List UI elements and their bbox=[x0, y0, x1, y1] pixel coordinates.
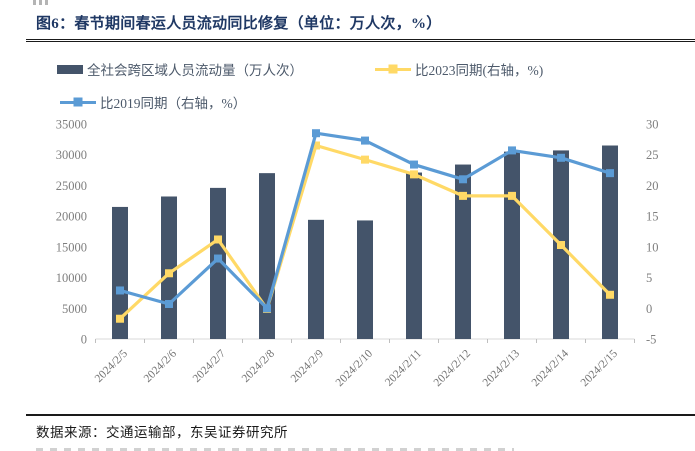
marker-icon bbox=[361, 155, 369, 164]
title-divider-line bbox=[26, 39, 695, 42]
legend-label: 全社会跨区域人员流动量（万人次） bbox=[87, 63, 303, 78]
right-axis-tick: 0 bbox=[646, 302, 652, 316]
bar-2024/2/11 bbox=[406, 172, 422, 339]
right-axis-tick: -5 bbox=[646, 333, 656, 347]
bar-series-swatch bbox=[57, 64, 83, 74]
marker-icon bbox=[410, 160, 418, 169]
marker-icon bbox=[116, 286, 124, 295]
marker-icon bbox=[263, 304, 271, 313]
marker-icon bbox=[214, 235, 222, 244]
legend-label: 比2019同期（右轴，%） bbox=[100, 96, 247, 111]
marker-icon bbox=[165, 269, 173, 278]
legend-item-vs-2019: 比2019同期（右轴，%） bbox=[60, 94, 247, 111]
marker-icon bbox=[459, 191, 467, 200]
right-axis-tick: 30 bbox=[646, 118, 659, 132]
x-axis-label: 2024/2/6 bbox=[142, 347, 180, 385]
yellow-marker-icon bbox=[388, 64, 398, 74]
marker-icon bbox=[459, 175, 467, 184]
left-axis-tick: 10000 bbox=[56, 271, 87, 285]
marker-icon bbox=[508, 191, 516, 200]
marker-icon bbox=[557, 153, 565, 162]
x-axis-label: 2024/2/15 bbox=[579, 347, 621, 389]
x-axis-label: 2024/2/12 bbox=[432, 347, 474, 389]
left-axis-tick: 30000 bbox=[56, 148, 87, 162]
x-axis-label: 2024/2/5 bbox=[93, 347, 131, 385]
left-axis-tick: 0 bbox=[81, 333, 87, 347]
marker-icon bbox=[410, 170, 418, 179]
x-axis-label: 2024/2/10 bbox=[334, 347, 376, 389]
legend-item-total-flow: 全社会跨区域人员流动量（万人次） bbox=[57, 61, 303, 78]
footer-divider-line bbox=[26, 414, 695, 416]
legend-item-vs-2023: 比2023同期(右轴，%) bbox=[375, 61, 544, 78]
left-axis-tick: 20000 bbox=[56, 210, 87, 224]
chart-canvas: 0 5000 10000 15000 20000 25000 30000 35000 -5 0 5 1… bbox=[56, 118, 659, 390]
bar-2024/2/9 bbox=[308, 219, 324, 339]
legend-label: 比2023同期(右轴，%) bbox=[415, 63, 544, 78]
x-axis-label: 2024/2/14 bbox=[530, 347, 572, 389]
truncated-text-top bbox=[33, 0, 51, 5]
figure-title: 图6：春节期间春运人员流动同比修复（单位：万人次，%） bbox=[36, 16, 442, 32]
blue-marker-icon bbox=[73, 97, 83, 107]
right-axis-tick: 20 bbox=[646, 179, 659, 193]
right-axis-tick: 15 bbox=[646, 210, 659, 224]
bar-2024/2/8 bbox=[259, 173, 275, 339]
right-axis-tick: 5 bbox=[646, 271, 652, 285]
left-axis-tick: 5000 bbox=[62, 302, 87, 316]
bar-2024/2/12 bbox=[455, 164, 471, 339]
left-axis-tick: 35000 bbox=[56, 118, 87, 132]
marker-icon bbox=[312, 129, 320, 138]
left-axis-tick: 25000 bbox=[56, 179, 87, 193]
right-axis-tick: 10 bbox=[646, 240, 659, 254]
marker-icon bbox=[312, 141, 320, 150]
marker-icon bbox=[165, 299, 173, 308]
yellow-line-swatch bbox=[375, 64, 411, 74]
x-axis-label: 2024/2/8 bbox=[240, 347, 278, 385]
marker-icon bbox=[214, 254, 222, 263]
data-source-note: 数据来源：交通运输部，东吴证券研究所 bbox=[36, 425, 288, 440]
x-axis-label: 2024/2/13 bbox=[481, 347, 523, 389]
marker-icon bbox=[557, 241, 565, 250]
marker-icon bbox=[361, 136, 369, 145]
right-axis-tick: 25 bbox=[646, 148, 659, 162]
x-axis-label: 2024/2/7 bbox=[191, 347, 229, 385]
left-axis-tick: 15000 bbox=[56, 240, 87, 254]
bar-2024/2/7 bbox=[210, 187, 226, 339]
bar-2024/2/13 bbox=[504, 151, 520, 339]
bar-2024/2/10 bbox=[357, 220, 373, 339]
blue-line-swatch bbox=[60, 97, 96, 107]
x-axis-label: 2024/2/9 bbox=[289, 347, 327, 385]
bar-2024/2/5 bbox=[112, 206, 128, 339]
truncated-text-bottom bbox=[36, 448, 514, 451]
marker-icon bbox=[508, 146, 516, 155]
marker-icon bbox=[606, 169, 614, 178]
x-axis-label: 2024/2/11 bbox=[383, 347, 424, 388]
marker-icon bbox=[116, 314, 124, 323]
marker-icon bbox=[606, 290, 614, 299]
